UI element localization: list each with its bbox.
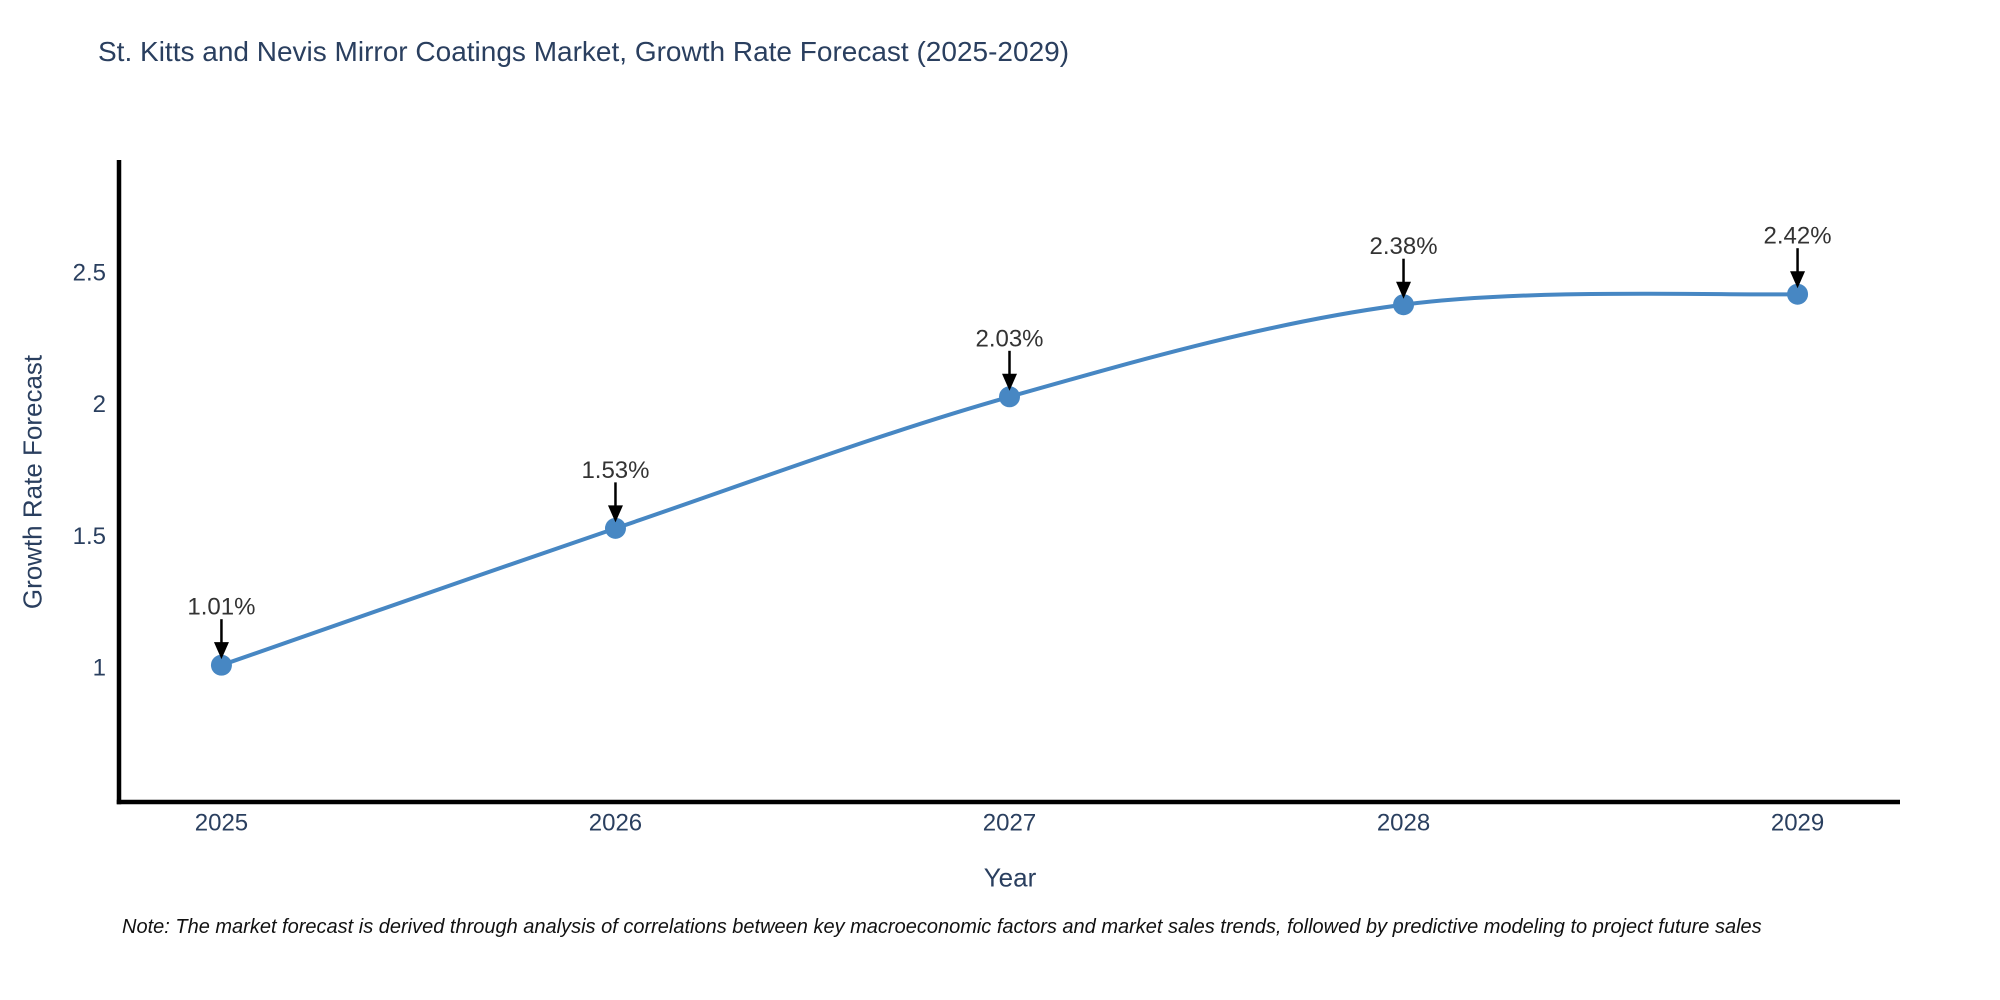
y-tick-label: 1.5	[73, 523, 106, 550]
annotation-arrow-head	[1396, 281, 1412, 299]
annotation-arrow-head	[213, 642, 229, 660]
x-axis-title: Year	[983, 862, 1037, 893]
annotation-arrow-head	[607, 505, 623, 523]
y-tick-label: 2	[93, 391, 106, 418]
annotation-arrow-head	[1790, 271, 1806, 289]
data-point-label: 2.38%	[1369, 233, 1437, 260]
data-point-marker	[1787, 283, 1809, 305]
annotation-arrow-head	[1002, 373, 1017, 391]
data-point-marker	[1393, 294, 1415, 316]
data-point-label: 2.03%	[975, 325, 1043, 352]
x-tick-label: 2027	[983, 810, 1036, 837]
footnote: Note: The market forecast is derived thr…	[122, 916, 1762, 938]
x-tick-label: 2025	[195, 810, 248, 837]
x-tick-label: 2028	[1377, 810, 1430, 837]
data-point-label: 2.42%	[1764, 223, 1832, 250]
chart-title: St. Kitts and Nevis Mirror Coatings Mark…	[98, 36, 1070, 67]
y-axis-title: Growth Rate Forecast	[17, 354, 48, 610]
data-point-marker	[999, 386, 1020, 408]
data-point-marker	[604, 517, 626, 539]
data-point-marker	[210, 654, 232, 676]
x-tick-label: 2026	[589, 810, 642, 837]
x-tick-label: 2029	[1771, 810, 1824, 837]
data-point-label: 1.53%	[581, 457, 649, 484]
data-point-label: 1.01%	[187, 594, 255, 621]
y-tick-label: 2.5	[73, 260, 106, 287]
y-tick-label: 1	[93, 654, 106, 681]
